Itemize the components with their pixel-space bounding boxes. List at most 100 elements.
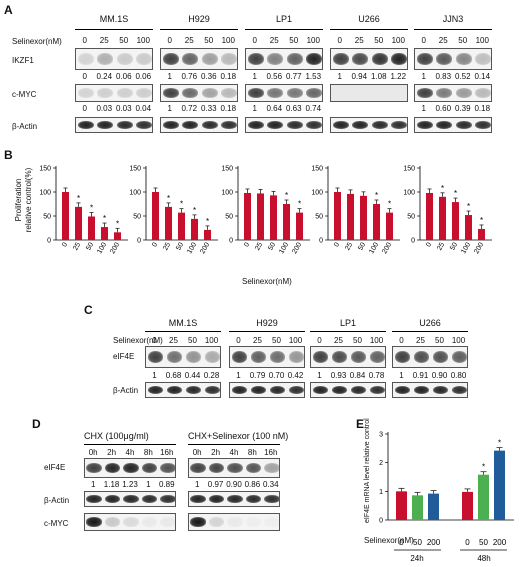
panel-a-cmyc-blot-empty xyxy=(330,84,408,102)
panel-c-actin-blot xyxy=(392,382,468,398)
panel-b-y-tick-label: 150 xyxy=(221,166,233,173)
panel-a-cmyc-blot xyxy=(414,84,492,102)
panel-d-eif4e-value: 0.34 xyxy=(263,480,279,489)
panel-b-x-tick-label: 100 xyxy=(96,241,108,255)
panel-b-significance: * xyxy=(167,194,170,203)
panel-e-bar xyxy=(478,474,489,520)
panel-b-bar xyxy=(191,218,198,240)
panel-a-ikzf1-blot xyxy=(160,48,238,70)
panel-a-cmyc-value: 0.63 xyxy=(285,104,302,113)
band xyxy=(77,88,94,98)
panel-d-eif4e-value: 1 xyxy=(90,480,96,489)
panel-b-x-tick-label: 50 xyxy=(449,241,459,251)
band xyxy=(391,120,407,130)
panel-d-timepoint-label: 8h xyxy=(143,448,153,457)
panel-b-x-tick-label: 100 xyxy=(278,241,290,255)
panel-a-dose-label: 25 xyxy=(438,36,448,45)
panel-b-bar xyxy=(347,193,354,240)
band xyxy=(455,120,472,130)
band xyxy=(264,462,279,474)
panel-b-y-tick-label: 0 xyxy=(47,238,51,245)
band xyxy=(245,494,262,504)
panel-b-x-tick-label: 0 xyxy=(151,241,159,248)
band xyxy=(190,494,206,504)
panel-b-bar xyxy=(244,192,251,240)
panel-a-row-label-actin: β-Actin xyxy=(12,122,38,131)
panel-d-condition-underline xyxy=(188,444,280,445)
panel-b-bar xyxy=(283,204,290,240)
band xyxy=(369,351,385,363)
panel-a-cell-line-underline xyxy=(330,29,408,30)
panel-a-dose-label: 100 xyxy=(475,36,489,45)
panel-b-y-tick-label: 0 xyxy=(137,238,141,245)
panel-b-y-tick-label: 50 xyxy=(407,214,415,221)
panel-e-bar xyxy=(428,493,439,520)
panel-a-cell-line-2: LP1 xyxy=(275,14,292,24)
panel-a-dose-label: 100 xyxy=(391,36,405,45)
panel-c-row-label-eif4e: eIF4E xyxy=(113,352,135,361)
panel-a-ikzf1-value: 1.08 xyxy=(370,72,387,81)
band xyxy=(286,120,303,130)
panel-e-dose-label: 0 xyxy=(465,538,470,547)
panel-a-dose-label: 25 xyxy=(99,36,109,45)
panel-c-eif4e-value: 0.68 xyxy=(165,371,182,380)
panel-b-svg: 0501001500*25*50*100*2000501001500*25*50… xyxy=(39,166,492,255)
band xyxy=(394,385,411,395)
panel-b-bar xyxy=(62,192,69,240)
band xyxy=(104,462,121,474)
panel-a-cmyc-value: 0.04 xyxy=(135,104,152,113)
panel-c-dose-label: 50 xyxy=(353,336,362,345)
panel-d-eif4e-blot xyxy=(84,458,176,478)
panel-b-significance: * xyxy=(388,200,391,209)
panel-b-x-tick-label: 0 xyxy=(243,241,251,248)
panel-c-dose-label: 50 xyxy=(435,336,444,345)
panel-e-bar xyxy=(462,491,473,520)
panel-b-significance: * xyxy=(103,214,106,223)
panel-d-timepoint-label: 2h xyxy=(107,448,117,457)
panel-d-timepoint-label: 16h xyxy=(160,448,174,457)
panel-d-timepoint-label: 16h xyxy=(264,448,278,457)
panel-b-x-tick-label: 50 xyxy=(175,241,185,251)
panel-a-ikzf1-value: 0.52 xyxy=(454,72,471,81)
panel-a-cmyc-value: 0.74 xyxy=(305,104,322,113)
panel-a-actin-blot xyxy=(245,117,323,133)
panel-b-bar xyxy=(465,215,472,240)
panel-b-x-tick-label: 0 xyxy=(61,241,69,248)
panel-a-dose-label: 25 xyxy=(269,36,279,45)
panel-a-dose-label: 0 xyxy=(82,36,87,45)
panel-e-dose-label: 50 xyxy=(479,538,488,547)
panel-c-eif4e-value: 1 xyxy=(317,371,322,380)
panel-c-dose-label: 50 xyxy=(272,336,281,345)
band xyxy=(204,385,220,395)
panel-d-condition-chx: CHX (100μg/ml) xyxy=(84,431,149,441)
panel-b-x-tick-label: 200 xyxy=(199,241,211,255)
panel-c-actin-blot xyxy=(229,382,305,398)
panel-a-cmyc-blot xyxy=(160,84,238,102)
band xyxy=(190,517,206,527)
panel-b-bar xyxy=(296,212,303,240)
panel-b-x-tick-label: 0 xyxy=(425,241,433,248)
panel-b-y-tick-label: 0 xyxy=(411,238,415,245)
panel-a-dose-label: 25 xyxy=(354,36,364,45)
panel-b-x-tick-label: 25 xyxy=(344,241,354,251)
panel-a-cmyc-value: 0.18 xyxy=(474,104,491,113)
panel-a-cmyc-value: 0.33 xyxy=(200,104,217,113)
band xyxy=(416,88,433,98)
panel-c-dose-label: 100 xyxy=(288,336,303,345)
band xyxy=(475,53,491,65)
panel-b-bar xyxy=(114,232,121,240)
panel-a-cmyc-value: 0.03 xyxy=(96,104,113,113)
panel-d-timepoint-label: 4h xyxy=(125,448,135,457)
band xyxy=(306,88,322,98)
panel-a-dose-label: 50 xyxy=(458,36,468,45)
panel-a-cell-line-underline xyxy=(160,29,238,30)
band xyxy=(371,120,388,130)
panel-c-eif4e-blot xyxy=(392,346,468,368)
panel-d-timepoint-label: 0h xyxy=(88,448,98,457)
band xyxy=(350,385,367,395)
panel-e-bar xyxy=(412,495,423,520)
panel-a-ikzf1-value: 0.14 xyxy=(474,72,491,81)
band xyxy=(182,53,199,65)
panel-b-x-tick-label: 25 xyxy=(436,241,446,251)
